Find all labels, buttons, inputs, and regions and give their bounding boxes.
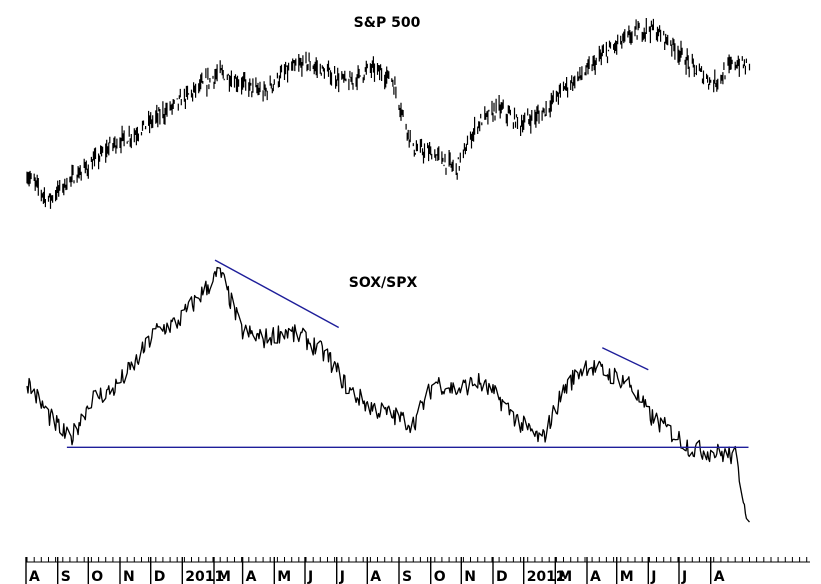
x-axis-month-label: N [123, 569, 135, 584]
x-axis-month-label: M [217, 569, 231, 584]
x-axis-month-label: J [650, 569, 656, 584]
spx-price-bars [26, 18, 751, 209]
spx-title: S&P 500 [354, 15, 421, 31]
x-axis-month-label: A [370, 569, 381, 584]
x-axis-month-label: S [402, 569, 412, 584]
sox-spx-panel [26, 259, 750, 523]
x-axis-month-label: D [154, 569, 166, 584]
x-axis-month-label: O [91, 569, 103, 584]
x-axis-month-label: A [246, 569, 257, 584]
x-axis-month-label: M [277, 569, 291, 584]
downtrend-line-1 [601, 347, 649, 371]
x-axis-month-label: J [339, 569, 345, 584]
x-axis-month-label: O [434, 569, 446, 584]
x-axis-month-label: D [496, 569, 508, 584]
sox-spx-ratio-line [26, 266, 750, 523]
downtrend-line-0 [214, 259, 340, 329]
x-axis-month-label: N [464, 569, 476, 584]
x-axis-month-label: A [714, 569, 725, 584]
sox-spx-title: SOX/SPX [349, 275, 418, 291]
x-axis-month-label: A [29, 569, 40, 584]
x-axis-month-label: M [558, 569, 572, 584]
x-axis-month-label: S [61, 569, 71, 584]
x-axis-month-label: M [620, 569, 634, 584]
spx-panel [26, 18, 751, 209]
x-axis-month-label: J [307, 569, 313, 584]
x-axis-month-label: A [590, 569, 601, 584]
x-axis-month-label: J [681, 569, 687, 584]
